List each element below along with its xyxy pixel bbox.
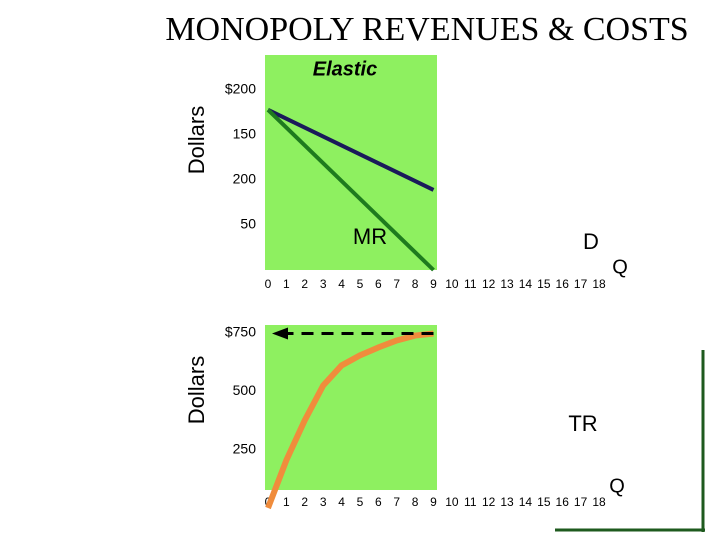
x-tick-label: 2 — [301, 495, 308, 509]
y-axis-label: Dollars — [184, 356, 209, 424]
series-line — [267, 107, 435, 192]
series-line — [266, 108, 435, 272]
x-tick-label: 3 — [320, 495, 327, 509]
x-tick-label: 15 — [537, 495, 551, 509]
x-tick-label: 6 — [375, 495, 382, 509]
x-tick-label: 14 — [519, 495, 533, 509]
x-tick-label: 9 — [430, 495, 437, 509]
y-tick-label: 150 — [233, 126, 257, 142]
series-label: TR — [568, 411, 597, 436]
y-tick-label: 50 — [240, 216, 256, 232]
x-tick-label: 0 — [265, 277, 272, 291]
x-tick-label: 10 — [445, 277, 459, 291]
y-tick-label: $750 — [225, 324, 256, 340]
x-tick-label: 4 — [338, 277, 345, 291]
x-tick-label: 17 — [574, 495, 588, 509]
arrow-head — [272, 327, 288, 340]
series-label: MR — [353, 224, 387, 249]
x-tick-label: 1 — [283, 277, 290, 291]
x-tick-label: 8 — [412, 277, 419, 291]
x-tick-label: 7 — [393, 495, 400, 509]
x-tick-label: 16 — [556, 495, 570, 509]
x-tick-label: 10 — [445, 495, 459, 509]
x-tick-label: 16 — [556, 277, 570, 291]
series-line — [265, 330, 434, 510]
elastic-region — [265, 325, 437, 490]
y-tick-label: 200 — [233, 171, 257, 187]
x-axis-label: Q — [612, 256, 628, 278]
x-tick-label: 9 — [430, 277, 437, 291]
x-tick-label: 3 — [320, 277, 327, 291]
y-tick-label: $200 — [225, 81, 256, 97]
x-tick-label: 5 — [357, 277, 364, 291]
y-tick-label: 250 — [233, 440, 257, 456]
x-tick-label: 13 — [500, 495, 514, 509]
x-tick-label: 18 — [592, 495, 606, 509]
x-tick-label: 7 — [393, 277, 400, 291]
x-tick-label: 1 — [283, 495, 290, 509]
x-tick-label: 5 — [357, 495, 364, 509]
y-tick-label: 500 — [233, 382, 257, 398]
x-tick-label: 11 — [464, 495, 477, 509]
x-tick-label: 6 — [375, 277, 382, 291]
x-tick-label: 12 — [482, 495, 496, 509]
x-tick-label: 11 — [464, 277, 477, 291]
x-tick-label: 4 — [338, 495, 345, 509]
x-tick-label: 14 — [519, 277, 533, 291]
slide-title: MONOPOLY REVENUES & COSTS — [165, 11, 688, 48]
y-axis-label: Dollars — [184, 106, 209, 174]
x-tick-label: 17 — [574, 277, 588, 291]
x-tick-label: 15 — [537, 277, 551, 291]
elastic-region — [265, 55, 437, 270]
x-tick-label: 8 — [412, 495, 419, 509]
series-label: D — [583, 229, 599, 254]
x-tick-label: 13 — [500, 277, 514, 291]
x-axis-label: Q — [609, 475, 625, 497]
annotation: Elastic — [313, 58, 377, 80]
x-tick-label: 12 — [482, 277, 496, 291]
x-tick-label: 2 — [301, 277, 308, 291]
x-tick-label: 18 — [592, 277, 606, 291]
